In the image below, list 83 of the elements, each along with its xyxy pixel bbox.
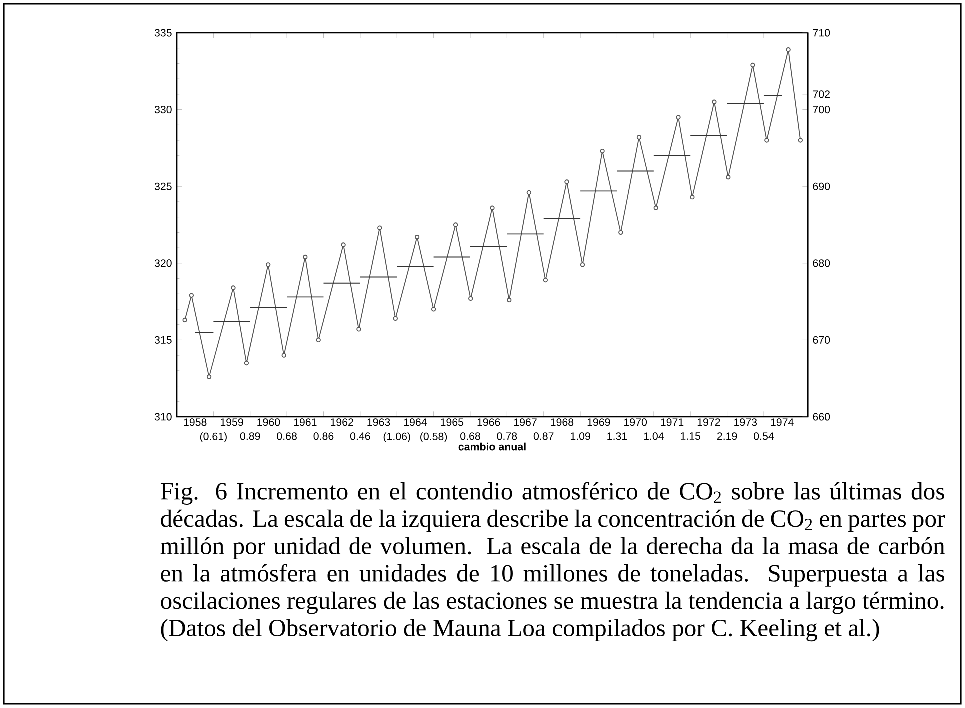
y-tick-label: 335 <box>154 29 172 37</box>
point <box>316 338 321 343</box>
point <box>414 234 420 240</box>
y-tick-label: 315 <box>154 336 172 344</box>
point <box>303 254 308 260</box>
x-tick-label: 1973 <box>734 418 758 426</box>
text: (1.06) <box>384 432 410 443</box>
y2-tick-label: 700 <box>813 106 830 114</box>
x-tick-label: 1964 <box>404 418 428 426</box>
point <box>189 293 194 298</box>
x-tick-label: 1962 <box>331 418 354 426</box>
x-tick-label: 1970 <box>624 418 648 426</box>
y2-tick-label: 710 <box>813 29 830 37</box>
point <box>564 180 570 184</box>
text: 0.54 <box>754 432 774 440</box>
text: 0.46 <box>350 432 370 440</box>
text: 1.04 <box>644 432 664 440</box>
y-tick-label: 330 <box>154 106 172 114</box>
text: 1.15 <box>681 432 701 440</box>
y-tick-label: 325 <box>154 182 172 190</box>
point <box>798 138 804 143</box>
x-tick-label: 1963 <box>368 418 390 426</box>
x-tick-label: 1960 <box>258 418 280 426</box>
point <box>341 242 346 248</box>
text: 1.09 <box>570 432 590 440</box>
point <box>206 374 212 380</box>
point <box>636 135 642 140</box>
point <box>750 62 756 68</box>
x-axis-title: cambio anual <box>458 442 526 451</box>
x-tick-label: 1959 <box>220 418 244 426</box>
point <box>676 115 681 120</box>
point <box>282 353 286 358</box>
text: 1.31 <box>608 432 628 440</box>
y2-tick-label: 680 <box>813 260 830 268</box>
x-tick-label: 1974 <box>771 418 794 426</box>
point <box>600 148 605 154</box>
point <box>266 262 271 268</box>
point <box>726 175 731 180</box>
point <box>580 262 586 268</box>
y2-tick-label: 690 <box>813 182 830 190</box>
x-tick-label: 1971 <box>661 418 684 426</box>
point <box>378 226 382 230</box>
y2-tick-label: 670 <box>813 336 830 344</box>
text: 0.78 <box>497 432 518 440</box>
point <box>690 195 695 200</box>
point <box>526 190 532 196</box>
x-tick-label: 1965 <box>441 418 464 426</box>
x-tick-label: 1966 <box>478 418 500 426</box>
text: 0.68 <box>277 432 297 440</box>
y2-tick-label: 660 <box>813 413 830 421</box>
y2-tick-label: 702 <box>813 90 830 98</box>
x-tick-label: 1961 <box>294 418 317 426</box>
text: 0.89 <box>240 432 260 440</box>
point <box>618 230 624 236</box>
text: (0.61) <box>200 432 227 443</box>
point <box>453 222 458 228</box>
point <box>764 138 770 143</box>
point <box>507 298 512 303</box>
text: 0.87 <box>534 432 554 440</box>
point <box>786 48 791 52</box>
point <box>182 318 188 323</box>
point <box>231 286 236 290</box>
point <box>244 360 250 366</box>
point <box>393 316 398 322</box>
point <box>490 206 495 210</box>
y-tick-label: 320 <box>154 260 172 268</box>
point <box>712 100 717 104</box>
y-tick-label: 310 <box>154 413 172 421</box>
point <box>356 327 362 332</box>
text: 2.19 <box>717 432 738 440</box>
point <box>431 307 436 312</box>
x-tick-label: 1967 <box>514 418 537 426</box>
text: 0.68 <box>460 432 480 440</box>
text: 0.86 <box>314 432 334 440</box>
point <box>468 296 474 302</box>
x-tick-label: 1972 <box>698 418 720 426</box>
text: Fig. 6 Incremento en el contendio atmosférico de CO$_{2}$ sobre las últimas dos décadas. La escala de la izquiera describe la concentración de CO$_{2}$ en partes por millón por unidad de volumen. La escala de la derecha da la masa de carbón en la atmósfera en unidades de 10 millones de toneladas. Superpuesta a las oscilaciones regulares de las estaciones se muestra la tendencia a largo término. (Datos del Observatorio de Mauna Loa compilados por C. Keeling et al.) <box>160 482 946 642</box>
point <box>543 278 548 283</box>
point <box>654 206 658 210</box>
x-tick-label: 1968 <box>551 418 574 426</box>
x-tick-label: 1958 <box>184 418 207 426</box>
text: (0.58) <box>420 432 448 443</box>
x-tick-label: 1969 <box>588 418 610 426</box>
